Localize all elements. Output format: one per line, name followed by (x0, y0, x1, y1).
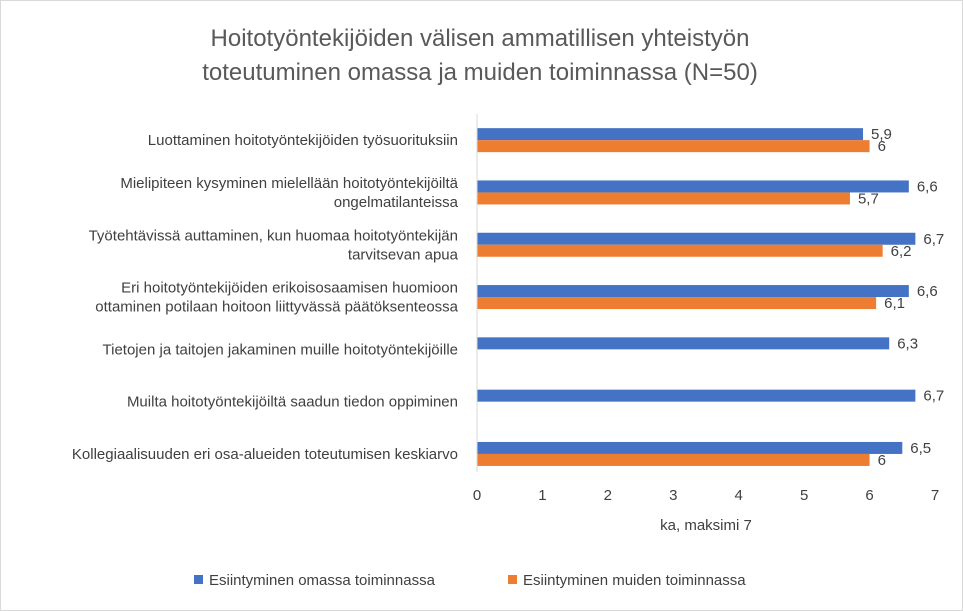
data-label: 6 (878, 452, 886, 469)
bar-series-2 (477, 297, 877, 310)
bar-series-1 (477, 337, 890, 350)
category-label: ongelmatilanteissa (334, 194, 459, 211)
category-labels: Luottaminen hoitotyöntekijöiden työsuori… (72, 132, 459, 463)
data-label: 6,1 (884, 295, 905, 312)
bar-series-1 (477, 285, 909, 298)
bar-series-1 (477, 128, 864, 141)
legend-label-series-1: Esiintyminen omassa toiminnassa (209, 572, 436, 589)
data-label: 6,6 (917, 283, 938, 300)
category-label: Mielipiteen kysyminen mielellään hoitoty… (120, 175, 458, 192)
data-label: 6 (878, 138, 886, 155)
data-label: 6,6 (917, 178, 938, 195)
category-label: Luottaminen hoitotyöntekijöiden työsuori… (148, 132, 458, 149)
bar-series-2 (477, 244, 883, 257)
category-label: Työtehtävissä auttaminen, kun huomaa hoi… (89, 227, 458, 244)
x-tick-label: 0 (473, 487, 481, 504)
bar-series-2 (477, 453, 870, 466)
legend-swatch-series-1 (194, 575, 203, 584)
data-label: 5,7 (858, 190, 879, 207)
x-tick-label: 1 (538, 487, 546, 504)
bar-series-2 (477, 192, 850, 205)
bar-series-1 (477, 180, 909, 193)
bar-series-1 (477, 441, 903, 454)
data-label: 6,2 (891, 243, 912, 260)
legend: Esiintyminen omassa toiminnassa Esiintymi… (194, 572, 746, 589)
data-label: 6,3 (897, 335, 918, 352)
x-tick-label: 3 (669, 487, 677, 504)
category-label: tarvitsevan apua (348, 246, 459, 263)
data-labels: 5,966,65,76,76,26,66,16,36,76,56 (858, 126, 944, 469)
chart-title-line-1: Hoitotyöntekijöiden välisen ammatillisen… (211, 25, 750, 52)
bar-series-2 (477, 140, 870, 153)
category-label: Kollegiaalisuuden eri osa-alueiden toteu… (72, 446, 458, 463)
legend-swatch-series-2 (508, 575, 517, 584)
category-label: Eri hoitotyöntekijöiden erikoisosaamisen… (121, 280, 458, 297)
chart-title-line-2: toteutuminen omassa ja muiden toiminnass… (202, 59, 758, 86)
bars (477, 128, 916, 466)
category-label: Tietojen ja taitojen jakaminen muille ho… (103, 341, 458, 358)
x-tick-label: 2 (604, 487, 612, 504)
data-label: 6,7 (923, 388, 944, 405)
x-tick-label: 5 (800, 487, 808, 504)
data-label: 5,9 (871, 126, 892, 143)
category-label: ottaminen potilaan hoitoon liittyvässä p… (95, 299, 458, 316)
x-tick-label: 4 (735, 487, 743, 504)
bar-series-1 (477, 389, 916, 402)
x-axis-ticks: 0 1 2 3 4 5 6 7 (473, 487, 939, 504)
legend-label-series-2: Esiintyminen muiden toiminnassa (523, 572, 746, 589)
x-axis-title: ka, maksimi 7 (660, 517, 752, 534)
x-tick-label: 6 (865, 487, 873, 504)
category-label: Muilta hoitotyöntekijöiltä saadun tiedon… (127, 394, 458, 411)
data-label: 6,7 (923, 231, 944, 248)
bar-series-1 (477, 232, 916, 245)
data-label: 6,5 (910, 440, 931, 457)
x-tick-label: 7 (931, 487, 939, 504)
